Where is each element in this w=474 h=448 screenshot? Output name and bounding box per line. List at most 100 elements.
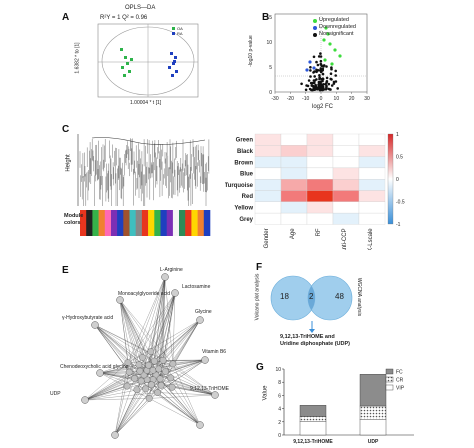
network-node	[159, 356, 167, 364]
oa-sample-point	[128, 70, 131, 73]
ra-sample-point	[172, 62, 175, 65]
volcano-ytick-label: 15	[266, 15, 272, 21]
heatmap-cell	[280, 167, 308, 180]
ra-sample-point	[171, 74, 174, 77]
ra-sample-point	[170, 52, 173, 55]
bar-segment-fc	[299, 405, 327, 417]
network-edge	[127, 292, 176, 363]
network-edge	[99, 372, 161, 380]
panel-c: C Height Module colors	[0, 120, 225, 240]
nonsignificant-point	[332, 80, 336, 84]
network-edge	[162, 360, 201, 426]
heatmap-cell	[254, 179, 282, 191]
network-edge	[99, 371, 130, 374]
network-node	[168, 383, 176, 391]
upregulated-point	[322, 38, 326, 42]
network-edge	[155, 374, 216, 396]
module-color-segment	[191, 210, 198, 236]
network-node-label: γ-Hydroxybutyrate acid	[62, 315, 113, 321]
network-node-label: Glycine	[195, 309, 212, 315]
heatmap-cell	[306, 145, 334, 157]
bar-chart-ytick-label: 4	[278, 407, 281, 413]
downregulated-point	[312, 66, 316, 70]
upregulated-legend-label: Upregulated	[319, 17, 349, 23]
colorscale-tick-label: -0.5	[396, 200, 405, 206]
heatmap-cell	[332, 179, 360, 191]
nonsignificant-point	[318, 74, 321, 77]
panel-c-letter: C	[62, 124, 70, 135]
panel-a-xlabel: 1.00004 * t [1]	[130, 100, 162, 106]
network-edge	[99, 362, 128, 374]
nonsignificant-point	[319, 67, 323, 70]
heatmap-column-label: RF	[316, 228, 322, 236]
network-node	[135, 361, 143, 369]
network-edge	[162, 276, 166, 361]
module-color-segment	[92, 210, 99, 236]
bar-legend-label: VIP	[396, 386, 405, 392]
module-color-segment	[166, 210, 174, 236]
network-edge	[154, 319, 201, 362]
nonsignificant-point	[309, 66, 312, 69]
module-color-segment	[111, 210, 118, 236]
panel-g-letter: G	[256, 362, 264, 373]
upregulated-point	[338, 54, 342, 58]
network-edge	[84, 371, 130, 401]
venn-left-count: 18	[280, 292, 289, 301]
upregulated-point	[328, 42, 332, 46]
volcano-xtick-label: -10	[302, 96, 309, 102]
colorscale-tick-label: 1	[396, 132, 399, 138]
venn-result-text: 9,12,13-TriHOME and Uridine diphosphate …	[280, 334, 350, 347]
network-edge	[163, 319, 201, 361]
panel-b: B -30 -20 -10 0 10 20 30 0 5 10 15 -log10 p-value…	[240, 0, 474, 120]
network-edge	[114, 362, 129, 436]
oa-sample-point	[120, 48, 123, 51]
colorscale-tick-label: 0	[396, 177, 399, 183]
network-edge	[161, 385, 201, 426]
heatmap-row-label: Grey	[239, 217, 253, 223]
ra-legend-label: RA	[177, 31, 183, 36]
module-color-segment	[80, 210, 87, 236]
network-edge	[99, 363, 173, 374]
network-edge	[114, 379, 148, 436]
panel-a-letter: A	[62, 12, 70, 23]
panel-a: A OPLS—DA R²Y = 1 Q² = 0.96 1.6382 * to …	[0, 0, 240, 120]
nonsignificant-point	[325, 76, 329, 80]
network-edge	[119, 299, 135, 379]
network-edge	[99, 372, 135, 379]
nonsignificant-point	[334, 69, 337, 73]
upregulated-legend-dot	[313, 18, 317, 23]
nonsignificant-point	[319, 83, 322, 87]
network-node-label: UDP	[50, 391, 61, 397]
network-node	[147, 348, 155, 356]
oa-legend-label: OA	[177, 26, 183, 31]
network-edge	[119, 299, 161, 379]
heatmap-cell	[358, 145, 386, 157]
network-edge	[149, 319, 201, 399]
bar-category-label: UDP	[368, 439, 379, 445]
nonsignificant-point	[321, 85, 325, 89]
downregulated-point	[305, 68, 309, 72]
volcano-xtick-label: -30	[271, 96, 278, 102]
panel-b-letter: B	[262, 12, 270, 23]
panel-d: Green Black Brown Blue Turquoise Red Yellow Gre…	[225, 120, 474, 250]
module-color-segment	[179, 210, 186, 236]
nonsignificant-point	[315, 60, 318, 64]
network-edge	[114, 363, 173, 436]
nonsignificant-point	[330, 78, 333, 81]
colorscale-tick-label: -1	[396, 222, 401, 228]
network-hub-node	[161, 273, 169, 281]
nonsignificant-point	[330, 84, 334, 87]
nonsignificant-point	[309, 75, 312, 78]
network-node	[145, 361, 153, 369]
nonsignificant-point	[314, 83, 317, 87]
volcano-ytick-label: 0	[269, 90, 272, 96]
ra-sample-point	[173, 60, 176, 63]
bar-category-label: 9,12,13-TriHOME	[293, 439, 333, 445]
volcano-ytick-label: 5	[269, 65, 272, 71]
panel-e: E L-Arginine Monoacylglyceride acid Lactos…	[0, 255, 240, 448]
bar-chart-ytick-label: 2	[278, 420, 281, 426]
nonsignificant-point	[334, 74, 337, 77]
heatmap-cell	[358, 156, 386, 169]
network-edge	[160, 359, 206, 380]
nonsignificant-point	[311, 88, 315, 92]
